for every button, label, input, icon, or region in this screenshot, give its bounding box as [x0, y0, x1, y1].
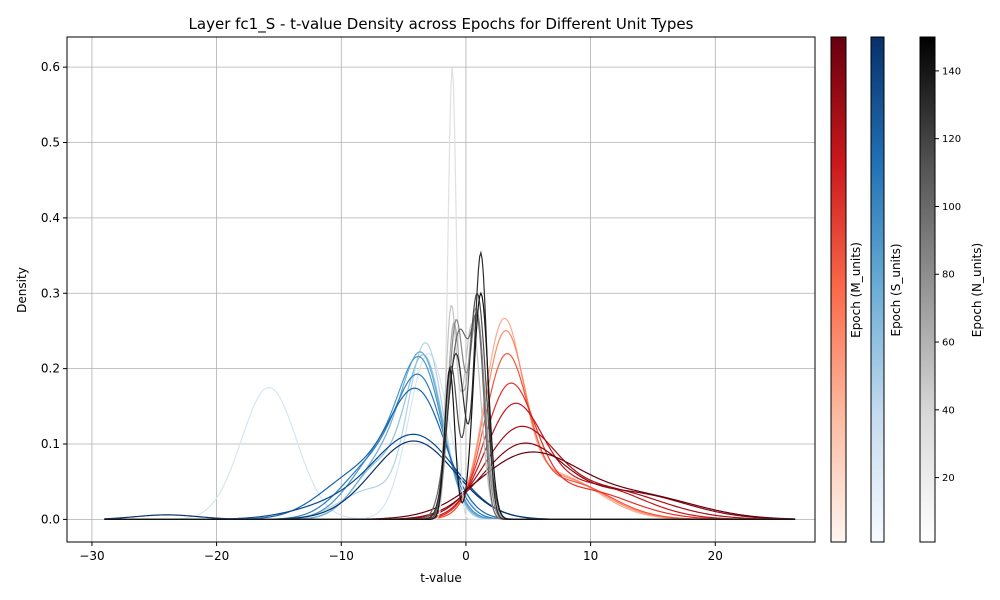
y-axis-label: Density [15, 267, 29, 313]
colorbar-n-tick-label: 120 [942, 134, 961, 145]
x-tick-label: 10 [583, 549, 598, 563]
colorbar-m-units-label: Epoch (M_units) [849, 242, 863, 338]
x-tick-label: −30 [79, 549, 104, 563]
density-line-n-units-20 [104, 311, 796, 520]
colorbar-n-tick-label: 20 [942, 473, 955, 484]
x-axis-label: t-value [420, 571, 462, 585]
x-tick-label: 20 [708, 549, 723, 563]
colorbar-n-units-ticks: 20 40 60 80 100 120 140 [935, 66, 961, 484]
chart-title: Layer fc1_S - t-value Density across Epo… [189, 15, 694, 34]
plot-frame [66, 36, 816, 543]
colorbar-n-tick-label: 100 [942, 202, 961, 213]
colorbar-n-tick-label: 140 [942, 66, 961, 77]
y-axis: 0.0 0.1 0.2 0.3 0.4 0.5 0.6 [41, 60, 67, 526]
y-tick-label: 0.4 [41, 211, 60, 225]
x-tick-label: 0 [462, 549, 470, 563]
colorbar-n-units-label: Epoch (N_units) [970, 243, 984, 337]
y-tick-label: 0.1 [41, 437, 60, 451]
grid-lines [67, 37, 815, 542]
colorbar-s-units-label: Epoch (S_units) [889, 243, 903, 336]
x-tick-label: −10 [329, 549, 354, 563]
colorbar-m-units [830, 36, 847, 543]
y-tick-label: 0.2 [41, 362, 60, 376]
x-axis: −30 −20 −10 0 10 20 [79, 542, 723, 563]
colorbar-n-tick-label: 60 [942, 338, 955, 349]
density-line-n-units-24 [104, 291, 796, 520]
density-line-m-units-9 [104, 317, 796, 520]
density-line-n-units-21 [104, 312, 796, 520]
x-tick-label: −20 [204, 549, 229, 563]
density-line-n-units-22 [104, 291, 796, 520]
density-line-n-units-18 [104, 304, 796, 520]
series-layer [104, 67, 796, 520]
density-line-n-units-19 [104, 306, 796, 520]
y-tick-label: 0.6 [41, 60, 60, 74]
density-line-n-units-23 [104, 250, 796, 520]
colorbars: Epoch (M_units) Epoch (S_units) 20 40 60 80… [830, 36, 984, 543]
colorbar-n-tick-label: 40 [942, 405, 955, 416]
colorbar-n-tick-label: 80 [942, 270, 955, 281]
y-tick-label: 0.5 [41, 136, 60, 150]
colorbar-s-units [870, 36, 885, 543]
colorbar-n-units [919, 36, 936, 543]
y-tick-label: 0.3 [41, 286, 60, 300]
y-tick-label: 0.0 [41, 512, 60, 526]
